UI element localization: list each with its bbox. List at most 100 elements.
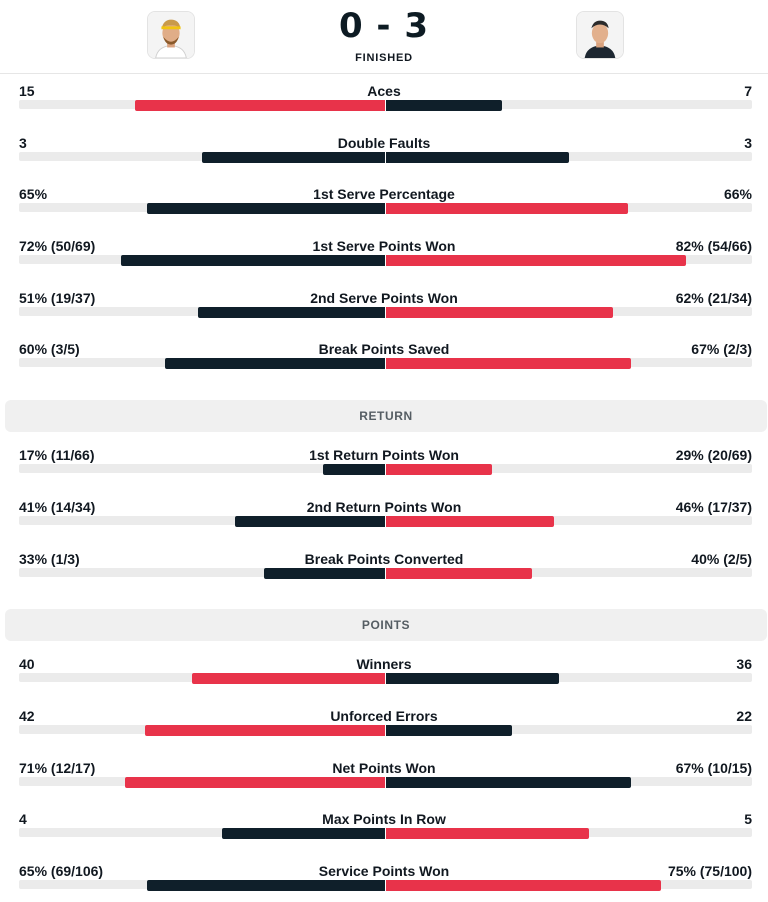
stat-right-bar [386, 358, 631, 369]
stat-row: 41% (14/34) 2nd Return Points Won 46% (17/… [0, 495, 768, 546]
player-right-avatar[interactable] [576, 11, 624, 59]
stat-right-bar [386, 568, 532, 579]
stat-label: Unforced Errors [330, 708, 438, 724]
stat-left-value: 3 [19, 135, 27, 151]
stat-row: 42 Unforced Errors 22 [0, 704, 768, 755]
stat-right-value: 22 [736, 708, 752, 724]
stat-left-bar [235, 516, 385, 527]
stat-label: Aces [367, 83, 401, 99]
section-header: RETURN [5, 400, 767, 433]
stat-label: 2nd Serve Points Won [310, 290, 458, 306]
stat-right-value: 29% (20/69) [675, 447, 752, 463]
stat-right-bar [386, 255, 686, 266]
stat-left-value: 65% (69/106) [19, 863, 104, 879]
stat-left-value: 51% (19/37) [19, 290, 96, 306]
stat-right-value: 62% (21/34) [675, 290, 752, 306]
stat-left-value: 72% (50/69) [19, 238, 96, 254]
stat-row: 3 Double Faults 3 [0, 131, 768, 182]
match-header: 0 - 3 FINISHED [0, 0, 768, 74]
stat-right-value: 67% (2/3) [691, 341, 752, 357]
stat-label: 1st Serve Percentage [313, 186, 455, 202]
stat-label: Net Points Won [332, 760, 436, 776]
stat-left-value: 65% [19, 186, 48, 202]
stat-center-divider [385, 462, 386, 477]
stat-right-bar [386, 100, 502, 111]
stat-right-value: 75% (75/100) [667, 863, 752, 879]
stat-left-value: 40 [19, 656, 35, 672]
stat-right-value: 3 [744, 135, 752, 151]
stat-left-bar [264, 568, 385, 579]
stat-right-bar [386, 307, 613, 318]
stat-label: Service Points Won [318, 863, 450, 879]
stat-row: 60% (3/5) Break Points Saved 67% (2/3) [0, 337, 768, 388]
stat-center-divider [385, 201, 386, 216]
stat-right-bar [386, 725, 512, 736]
stat-left-bar [147, 203, 385, 214]
stat-center-divider [385, 878, 386, 893]
stat-left-bar [192, 673, 385, 684]
stat-row: 65% (69/106) Service Points Won 75% (75/10… [0, 859, 768, 902]
stat-center-divider [385, 671, 386, 686]
stat-row: 17% (11/66) 1st Return Points Won 29% (20/… [0, 443, 768, 494]
stat-label: 2nd Return Points Won [306, 499, 462, 515]
stat-left-bar [121, 255, 385, 266]
stat-row: 40 Winners 36 [0, 652, 768, 703]
stat-row: 51% (19/37) 2nd Serve Points Won 62% (21/3… [0, 286, 768, 337]
stat-center-divider [385, 826, 386, 841]
stat-left-value: 42 [19, 708, 35, 724]
stat-left-bar [135, 100, 385, 111]
section-header: POINTS [5, 609, 767, 642]
stat-right-value: 67% (10/15) [675, 760, 752, 776]
stat-center-divider [385, 356, 386, 371]
stat-right-bar [386, 673, 559, 684]
stat-row: 71% (12/17) Net Points Won 67% (10/15) [0, 756, 768, 807]
stat-right-value: 46% (17/37) [675, 499, 752, 515]
stat-label: 1st Return Points Won [309, 447, 459, 463]
stat-label: Winners [356, 656, 412, 672]
stat-center-divider [385, 566, 386, 581]
stat-left-bar [125, 777, 385, 788]
stat-row: 65% 1st Serve Percentage 66% [0, 182, 768, 233]
stat-row: 15 Aces 7 [0, 79, 768, 130]
stat-row: 33% (1/3) Break Points Converted 40% (2/5) [0, 547, 768, 598]
stat-label: Double Faults [337, 135, 431, 151]
stat-right-bar [386, 464, 492, 475]
stat-left-bar [165, 358, 385, 369]
player-avatar-icon [148, 12, 194, 58]
stat-left-bar [198, 307, 385, 318]
stat-left-value: 41% (14/34) [19, 499, 96, 515]
stat-left-value: 33% (1/3) [19, 551, 80, 567]
stat-left-bar [147, 880, 385, 891]
stat-right-value: 40% (2/5) [691, 551, 752, 567]
stat-right-value: 7 [744, 83, 752, 99]
stat-center-divider [385, 723, 386, 738]
stat-center-divider [385, 514, 386, 529]
stat-label: 1st Serve Points Won [312, 238, 456, 254]
stat-label: Break Points Converted [304, 551, 464, 567]
stat-right-bar [386, 516, 554, 527]
stat-left-value: 17% (11/66) [19, 447, 95, 463]
stat-center-divider [385, 775, 386, 790]
stat-row: 72% (50/69) 1st Serve Points Won 82% (54/6… [0, 234, 768, 285]
stat-center-divider [385, 253, 386, 268]
stat-center-divider [385, 150, 386, 165]
match-score: 0 - 3 [338, 6, 430, 46]
stat-right-value: 5 [744, 811, 752, 827]
stat-right-value: 36 [736, 656, 752, 672]
stat-left-value: 4 [19, 811, 27, 827]
stat-left-bar [145, 725, 385, 736]
stat-left-bar [222, 828, 385, 839]
player-avatar-icon [577, 12, 623, 58]
stat-right-bar [386, 828, 589, 839]
stat-center-divider [385, 305, 386, 320]
stat-left-value: 60% (3/5) [19, 341, 80, 357]
stat-left-value: 71% (12/17) [19, 760, 96, 776]
stat-right-value: 66% [723, 186, 752, 202]
stat-right-bar [386, 880, 661, 891]
stat-left-bar [323, 464, 385, 475]
stat-row: 4 Max Points In Row 5 [0, 807, 768, 858]
match-status: FINISHED [355, 52, 413, 64]
stat-label: Break Points Saved [318, 341, 450, 357]
player-left-avatar[interactable] [147, 11, 195, 59]
stat-right-bar [386, 203, 628, 214]
